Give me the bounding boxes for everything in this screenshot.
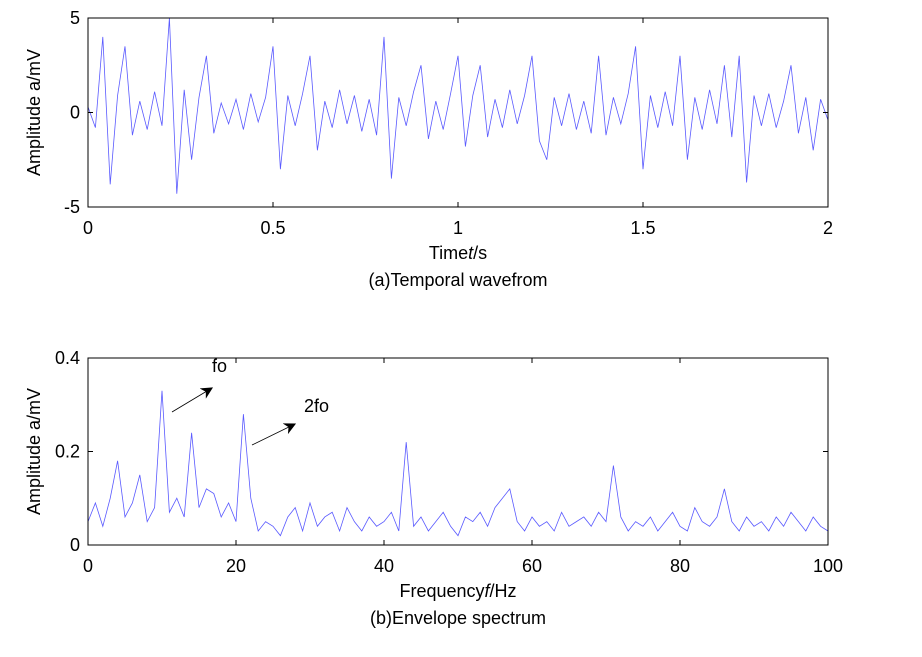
x-axis-label-part: f	[485, 581, 492, 601]
x-tick-label: 20	[226, 556, 246, 576]
signal-line	[87, 17, 829, 194]
x-axis-label-part: /s	[473, 243, 487, 263]
x-axis-label: Timet/s	[429, 243, 487, 263]
y-tick-label: 5	[70, 8, 80, 28]
y-tick-label: -5	[64, 197, 80, 217]
caption: (b)Envelope spectrum	[370, 608, 546, 628]
caption: (a)Temporal wavefrom	[368, 270, 547, 290]
annotation-arrow	[251, 423, 297, 446]
y-tick-label: 0	[70, 535, 80, 555]
x-tick-label: 0.5	[260, 218, 285, 238]
x-axis-label-part: /Hz	[490, 581, 517, 601]
x-axis-label-part: t	[468, 243, 474, 263]
y-tick-label: 0.2	[55, 442, 80, 462]
x-axis-label-part: Time	[429, 243, 468, 263]
x-tick-label: 0	[83, 218, 93, 238]
annotation-arrow	[171, 387, 214, 413]
axes-box	[87, 17, 829, 208]
x-tick-label: 1.5	[630, 218, 655, 238]
x-axis-label: Frequencyf/Hz	[399, 581, 516, 601]
x-axis-label-part: Frequency	[399, 581, 484, 601]
annotation: fo	[212, 356, 227, 376]
x-tick-label: 60	[522, 556, 542, 576]
x-tick-label: 0	[83, 556, 93, 576]
signal-line	[87, 390, 829, 537]
x-tick-label: 80	[670, 556, 690, 576]
x-tick-label: 40	[374, 556, 394, 576]
x-tick-label: 1	[453, 218, 463, 238]
y-axis-label: Amplitude a/mV	[24, 49, 44, 176]
x-tick-label: 2	[823, 218, 833, 238]
y-tick-label: 0	[70, 103, 80, 123]
x-tick-label: 100	[813, 556, 843, 576]
y-axis-label: Amplitude a/mV	[24, 388, 44, 515]
annotation: 2fo	[304, 396, 329, 416]
y-tick-label: 0.4	[55, 348, 80, 368]
